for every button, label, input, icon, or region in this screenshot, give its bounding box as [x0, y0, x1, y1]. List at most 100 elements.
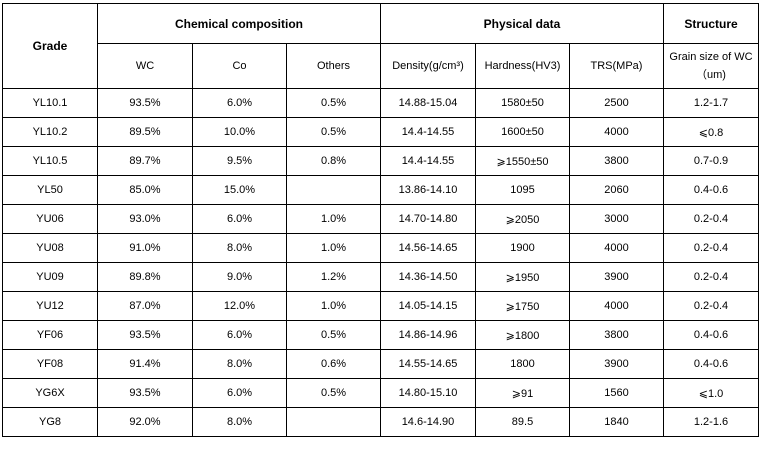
others-cell — [286, 175, 381, 205]
others-header: Others — [286, 43, 381, 89]
co-cell: 6.0% — [192, 320, 287, 350]
wc-cell: 89.8% — [97, 262, 193, 292]
grain-size-cell: 0.4-0.6 — [663, 349, 759, 379]
density-cell: 14.4-14.55 — [380, 117, 476, 147]
grain-size-cell: 0.4-0.6 — [663, 175, 759, 205]
hardness-cell: 1580±50 — [475, 88, 570, 118]
grade-cell: YF08 — [2, 349, 98, 379]
trs-cell: 4000 — [569, 291, 664, 321]
trs-cell: 3900 — [569, 349, 664, 379]
table-row: YF06 93.5% 6.0% 0.5% 14.86-14.96 ⩾1800 3… — [2, 320, 759, 350]
co-cell: 8.0% — [192, 233, 287, 263]
trs-cell: 3000 — [569, 204, 664, 234]
density-cell: 14.80-15.10 — [380, 378, 476, 408]
co-header: Co — [192, 43, 287, 89]
header-row-groups: Grade Chemical composition Physical data… — [2, 3, 759, 89]
table-row: YU06 93.0% 6.0% 1.0% 14.70-14.80 ⩾2050 3… — [2, 204, 759, 234]
density-cell: 14.36-14.50 — [380, 262, 476, 292]
grain-size-cell: 0.4-0.6 — [663, 320, 759, 350]
density-cell: 14.4-14.55 — [380, 146, 476, 176]
trs-cell: 1560 — [569, 378, 664, 408]
wc-cell: 85.0% — [97, 175, 193, 205]
grade-cell: YU12 — [2, 291, 98, 321]
others-cell: 0.5% — [286, 88, 381, 118]
grain-size-cell: 0.2-0.4 — [663, 204, 759, 234]
trs-cell: 2500 — [569, 88, 664, 118]
density-header: Density(g/cm³) — [380, 43, 476, 89]
co-cell: 6.0% — [192, 204, 287, 234]
grain-size-cell: ⩽0.8 — [663, 117, 759, 147]
wc-cell: 93.0% — [97, 204, 193, 234]
grain-size-cell: 0.2-0.4 — [663, 233, 759, 263]
grade-cell: YU06 — [2, 204, 98, 234]
co-cell: 9.5% — [192, 146, 287, 176]
wc-cell: 91.4% — [97, 349, 193, 379]
density-cell: 14.70-14.80 — [380, 204, 476, 234]
others-cell — [286, 407, 381, 437]
table-row: YG8 92.0% 8.0% 14.6-14.90 89.5 1840 1.2-… — [2, 407, 759, 437]
table-row: YU12 87.0% 12.0% 1.0% 14.05-14.15 ⩾1750 … — [2, 291, 759, 321]
hardness-cell: 1600±50 — [475, 117, 570, 147]
grain-size-cell: 1.2-1.7 — [663, 88, 759, 118]
wc-cell: 91.0% — [97, 233, 193, 263]
grain-size-header: Grain size of WC（um) — [663, 43, 759, 89]
hardness-header: Hardness(HV3) — [475, 43, 570, 89]
trs-cell: 4000 — [569, 233, 664, 263]
co-cell: 8.0% — [192, 407, 287, 437]
wc-cell: 93.5% — [97, 320, 193, 350]
grain-size-cell: 0.7-0.9 — [663, 146, 759, 176]
grain-size-cell: ⩽1.0 — [663, 378, 759, 408]
grade-spec-table: Grade Chemical composition Physical data… — [2, 3, 759, 437]
co-cell: 12.0% — [192, 291, 287, 321]
grade-cell: YG8 — [2, 407, 98, 437]
co-cell: 6.0% — [192, 378, 287, 408]
hardness-cell: 1900 — [475, 233, 570, 263]
hardness-cell: 1800 — [475, 349, 570, 379]
hardness-cell: ⩾1950 — [475, 262, 570, 292]
co-cell: 6.0% — [192, 88, 287, 118]
wc-cell: 89.7% — [97, 146, 193, 176]
grade-cell: YU08 — [2, 233, 98, 263]
table-row: YL10.1 93.5% 6.0% 0.5% 14.88-15.04 1580±… — [2, 88, 759, 118]
grade-cell: YF06 — [2, 320, 98, 350]
hardness-cell: ⩾1750 — [475, 291, 570, 321]
trs-cell: 3800 — [569, 320, 664, 350]
trs-header: TRS(MPa) — [569, 43, 664, 89]
density-cell: 14.55-14.65 — [380, 349, 476, 379]
trs-cell: 3800 — [569, 146, 664, 176]
table-row: YL50 85.0% 15.0% 13.86-14.10 1095 2060 0… — [2, 175, 759, 205]
co-cell: 15.0% — [192, 175, 287, 205]
table-row: YF08 91.4% 8.0% 0.6% 14.55-14.65 1800 39… — [2, 349, 759, 379]
grade-header: Grade — [2, 3, 98, 89]
hardness-cell: 89.5 — [475, 407, 570, 437]
structure-header: Structure — [663, 3, 759, 44]
others-cell: 1.0% — [286, 204, 381, 234]
trs-cell: 3900 — [569, 262, 664, 292]
others-cell: 0.5% — [286, 378, 381, 408]
wc-cell: 92.0% — [97, 407, 193, 437]
hardness-cell: ⩾1800 — [475, 320, 570, 350]
co-cell: 9.0% — [192, 262, 287, 292]
others-cell: 1.2% — [286, 262, 381, 292]
density-cell: 14.88-15.04 — [380, 88, 476, 118]
grain-size-cell: 1.2-1.6 — [663, 407, 759, 437]
hardness-cell: ⩾91 — [475, 378, 570, 408]
physical-data-header: Physical data — [380, 3, 664, 44]
wc-cell: 93.5% — [97, 378, 193, 408]
grade-cell: YL10.5 — [2, 146, 98, 176]
density-cell: 14.86-14.96 — [380, 320, 476, 350]
trs-cell: 1840 — [569, 407, 664, 437]
others-cell: 0.8% — [286, 146, 381, 176]
wc-cell: 93.5% — [97, 88, 193, 118]
table-row: YU08 91.0% 8.0% 1.0% 14.56-14.65 1900 40… — [2, 233, 759, 263]
hardness-cell: ⩾2050 — [475, 204, 570, 234]
others-cell: 0.5% — [286, 320, 381, 350]
grade-cell: YG6X — [2, 378, 98, 408]
others-cell: 1.0% — [286, 233, 381, 263]
table-row: YL10.5 89.7% 9.5% 0.8% 14.4-14.55 ⩾1550±… — [2, 146, 759, 176]
density-cell: 13.86-14.10 — [380, 175, 476, 205]
table-row: YU09 89.8% 9.0% 1.2% 14.36-14.50 ⩾1950 3… — [2, 262, 759, 292]
grain-size-cell: 0.2-0.4 — [663, 291, 759, 321]
others-cell: 0.5% — [286, 117, 381, 147]
header-row-columns: WC Co Others Density(g/cm³) Hardness(HV3… — [3, 43, 759, 89]
